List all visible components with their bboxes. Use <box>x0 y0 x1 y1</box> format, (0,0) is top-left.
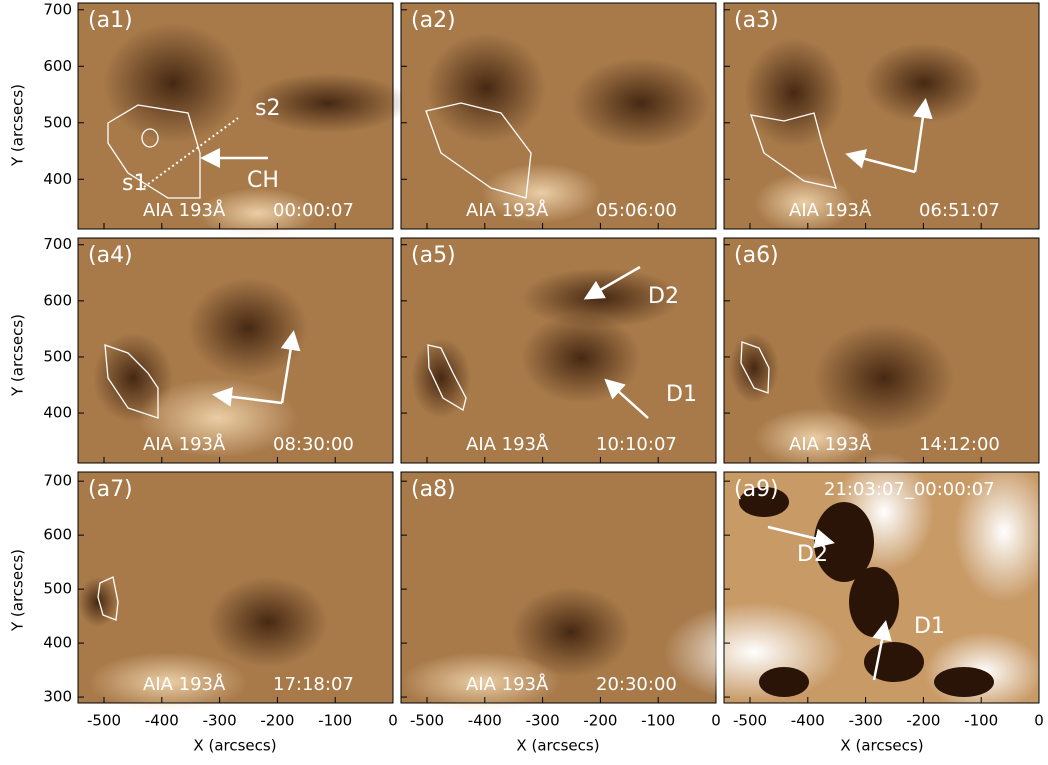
panel: (a1) AIA 193Å 00:00:07 s1 s2 CH <box>78 3 408 238</box>
instrument: AIA 193Å <box>789 199 872 221</box>
annotation: s1 <box>122 171 147 196</box>
time: 08:30:00 <box>273 434 354 455</box>
image-feature <box>664 602 844 702</box>
annotation: D1 <box>666 382 697 407</box>
time: 20:30:00 <box>596 674 677 695</box>
image-feature <box>849 567 899 637</box>
x-tick-label: -500 <box>733 712 767 730</box>
y-tick-label: 400 <box>43 404 72 422</box>
time: 17:18:07 <box>273 674 354 695</box>
time: 00:00:07 <box>273 200 354 221</box>
y-axis-label: Y (arcsecs) <box>9 314 27 397</box>
panel-label: (a6) <box>734 243 779 268</box>
x-tick-label: 0 <box>1034 712 1044 730</box>
image-feature <box>78 577 118 627</box>
instrument: AIA 193Å <box>466 199 549 221</box>
y-tick-label: 600 <box>43 57 72 75</box>
x-axis-label: X (arcsecs) <box>516 737 599 755</box>
panel: (a5) AIA 193Å 10:10:07 D2 D1 <box>401 238 716 463</box>
x-tick-label: -300 <box>849 712 883 730</box>
image-feature <box>208 577 328 667</box>
panel: (a8) AIA 193Å 20:30:00 <box>401 472 716 712</box>
x-tick-label: -500 <box>87 712 121 730</box>
x-tick-label: -100 <box>318 712 352 730</box>
panel-label: (a8) <box>411 477 456 502</box>
y-axis-label: Y (arcsecs) <box>9 84 27 167</box>
instrument: AIA 193Å <box>466 433 549 455</box>
instrument: AIA 193Å <box>143 673 226 695</box>
x-tick-label: -100 <box>641 712 675 730</box>
annotation: D2 <box>648 284 679 309</box>
time: 14:12:00 <box>919 434 1000 455</box>
image-feature <box>411 338 471 418</box>
figure: Y (arcsecs) Y (arcsecs) Y (arcsecs) X (a… <box>0 0 1048 761</box>
time: 21:03:07_00:00:07 <box>824 479 995 500</box>
x-axis-label: X (arcsecs) <box>840 737 923 755</box>
x-tick-label: -100 <box>964 712 998 730</box>
panel-label: (a2) <box>411 8 456 33</box>
image-feature <box>426 33 546 143</box>
panel-label: (a3) <box>734 8 779 33</box>
image-feature <box>188 278 308 378</box>
image-feature <box>103 23 243 143</box>
time: 06:51:07 <box>919 200 1000 221</box>
image-feature <box>934 667 994 697</box>
x-tick-label: -500 <box>410 712 444 730</box>
image-feature <box>759 667 809 697</box>
panel: (a4) AIA 193Å 08:30:00 <box>78 238 393 463</box>
panel: (a6) AIA 193Å 14:12:00 <box>724 238 1039 468</box>
y-tick-label: 500 <box>43 113 72 131</box>
instrument: AIA 193Å <box>789 433 872 455</box>
annotation: D1 <box>914 614 945 639</box>
x-tick-label: -300 <box>526 712 560 730</box>
panel: (a7) AIA 193Å 17:18:07 <box>78 472 393 712</box>
y-tick-label: 500 <box>43 580 72 598</box>
panel-label: (a5) <box>411 243 456 268</box>
y-tick-label: 300 <box>43 688 72 706</box>
x-tick-label: 0 <box>388 712 398 730</box>
y-tick-label: 400 <box>43 170 72 188</box>
image-feature <box>729 333 779 403</box>
y-tick-label: 600 <box>43 291 72 309</box>
panel-label: (a1) <box>88 8 133 33</box>
y-tick-label: 700 <box>43 235 72 253</box>
panel: (a2) AIA 193Å 05:06:00 <box>401 3 716 229</box>
panel-label: (a4) <box>88 243 133 268</box>
x-tick-label: -200 <box>260 712 294 730</box>
annotation: D2 <box>797 542 828 567</box>
image-feature <box>864 642 924 682</box>
instrument: AIA 193Å <box>143 433 226 455</box>
annotation: s2 <box>255 96 280 121</box>
y-tick-label: 700 <box>43 472 72 490</box>
x-tick-label: -300 <box>203 712 237 730</box>
x-tick-label: 0 <box>711 712 721 730</box>
annotation: CH <box>247 168 279 193</box>
y-tick-label: 700 <box>43 0 72 18</box>
instrument: AIA 193Å <box>143 199 226 221</box>
panel-label: (a9) <box>734 477 779 502</box>
x-tick-label: -400 <box>468 712 502 730</box>
x-tick-label: -200 <box>583 712 617 730</box>
panel-label: (a7) <box>88 477 133 502</box>
image-feature <box>571 58 711 148</box>
x-tick-label: -200 <box>906 712 940 730</box>
y-axis-label: Y (arcsecs) <box>9 549 27 632</box>
y-tick-label: 400 <box>43 634 72 652</box>
y-tick-label: 500 <box>43 347 72 365</box>
x-axis-label: X (arcsecs) <box>193 737 276 755</box>
y-tick-label: 600 <box>43 526 72 544</box>
x-tick-label: -400 <box>145 712 179 730</box>
panel: (a9) 21:03:07_00:00:07 D2 D1 <box>664 452 1048 712</box>
x-tick-label: -400 <box>791 712 825 730</box>
time: 05:06:00 <box>596 200 677 221</box>
panel: (a3) AIA 193Å 06:51:07 <box>724 3 1039 233</box>
instrument: AIA 193Å <box>466 673 549 695</box>
time: 10:10:07 <box>596 434 677 455</box>
image-feature <box>744 38 844 148</box>
